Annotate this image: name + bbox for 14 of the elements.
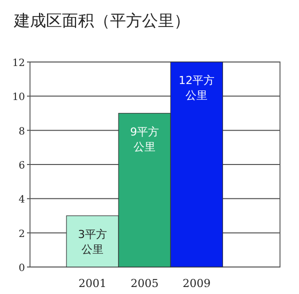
x-tick-label: 2009 — [182, 277, 211, 290]
data-label: 3平方公里 — [78, 228, 107, 256]
y-tick-label: 8 — [18, 126, 25, 138]
data-label: 9平方公里 — [130, 125, 160, 154]
y-tick-label: 10 — [12, 92, 25, 104]
x-tick-label: 2001 — [78, 277, 106, 290]
y-tick-label: 12 — [12, 58, 25, 69]
y-tick-label: 2 — [18, 228, 25, 240]
y-tick-label: 0 — [18, 263, 25, 274]
y-tick-label: 4 — [18, 194, 25, 206]
y-tick-label: 6 — [18, 160, 25, 172]
data-label: 12平方公里 — [178, 74, 215, 102]
chart-title: 建成区面积（平方公里） — [13, 11, 190, 30]
x-tick-label: 2005 — [130, 277, 159, 290]
